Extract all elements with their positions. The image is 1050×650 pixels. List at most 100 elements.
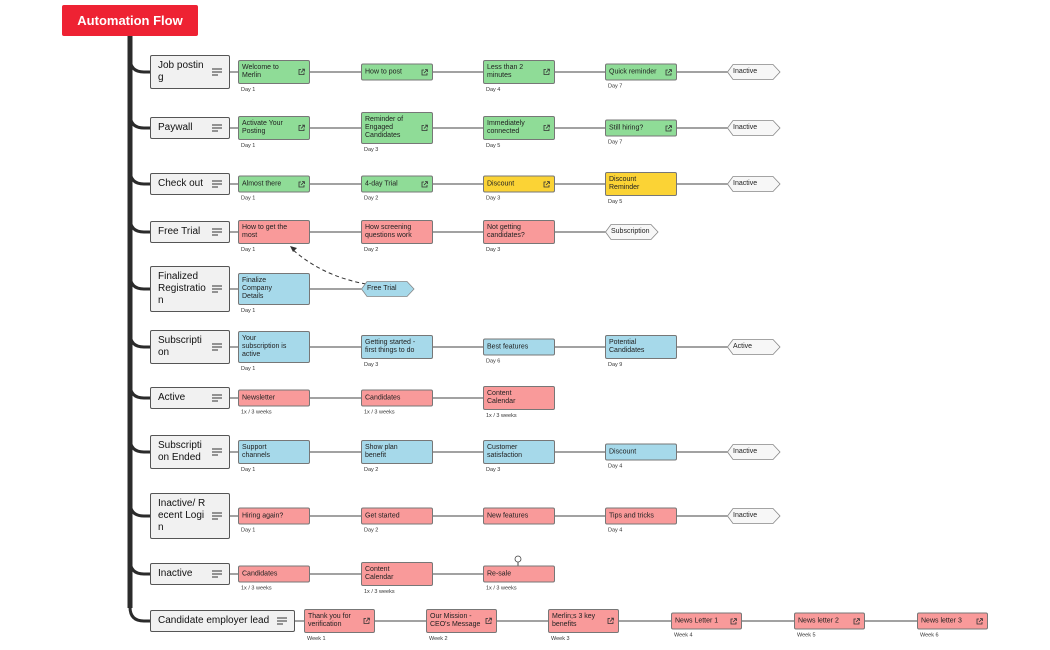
branch: [128, 217, 150, 234]
step-label: Less than 2 minutes: [487, 64, 524, 79]
icon-arrow: [365, 617, 370, 622]
end-tag-shape: [727, 508, 781, 524]
step-note: 1x / 3 weeks: [364, 409, 395, 416]
step-node: Welcome to Merlin Day 1: [238, 60, 310, 93]
menu-icon: [277, 617, 287, 625]
icon-box: [543, 181, 550, 187]
trigger-label: Inactive/ Recent Login: [158, 498, 206, 533]
icon-arrow: [978, 617, 983, 622]
menu-icon: [212, 180, 222, 188]
trigger-label: Active: [158, 392, 186, 403]
end-tag-shape: [727, 444, 781, 460]
step-node: How screening questions work Day 2: [361, 220, 433, 253]
step-note: 1x / 3 weeks: [364, 589, 395, 595]
branch: [128, 383, 150, 400]
trigger-label: Paywall: [158, 122, 193, 133]
step-note: Day 1: [241, 87, 256, 93]
end-tag-label: Subscription: [611, 228, 650, 235]
trigger-box: Active: [150, 387, 230, 409]
step-label: Candidates: [242, 570, 278, 577]
external-link-icon: [421, 68, 428, 75]
step-node: Finalize Company Details Day 1: [238, 273, 310, 314]
step-note: Week 1: [307, 636, 326, 642]
step-note: Day 4: [486, 87, 501, 93]
step-node: Newsletter 1x / 3 weeks: [238, 389, 310, 416]
step-label: Discount: [487, 180, 515, 187]
step-label: Your subscription is active: [242, 335, 287, 358]
end-tag: Inactive: [727, 176, 781, 192]
step-node: Our Mission - CEO's Message Week 2: [426, 609, 497, 642]
end-tag: Inactive: [727, 120, 781, 136]
step-note: Day 3: [486, 467, 501, 473]
step-label: Activate Your Posting: [242, 120, 283, 135]
step-label: Customer satisfaction: [487, 444, 523, 459]
trigger-label: Subscription: [158, 335, 202, 358]
end-tag: Inactive: [727, 508, 781, 524]
arrow-head: [290, 246, 297, 252]
branch: [128, 559, 150, 576]
step-node: Almost there Day 1: [238, 175, 310, 202]
icon-arrow: [300, 68, 305, 73]
trigger-box: Subscription: [150, 330, 230, 364]
pin-icon: [514, 555, 522, 563]
step-node: New features: [483, 507, 555, 525]
trigger-label: Free Trial: [158, 226, 201, 237]
end-tag-shape: [727, 176, 781, 192]
step-label: Almost there: [242, 180, 282, 187]
menu-icon: [212, 343, 222, 351]
step-node: Re-sale 1x / 3 weeks: [483, 565, 555, 592]
step-note: Day 7: [608, 83, 623, 90]
step-node: News letter 3 Week 6: [917, 612, 988, 639]
step-node: Discount Reminder Day 5: [605, 172, 677, 205]
step-note: Day 1: [241, 366, 256, 372]
icon-arrow: [300, 124, 305, 129]
icon-box: [607, 618, 614, 624]
external-link-icon: [363, 617, 370, 624]
step-note: Day 2: [364, 247, 379, 253]
menu-icon: [212, 448, 222, 456]
trigger-label: Candidate employer lead: [158, 615, 270, 626]
branch: [128, 57, 150, 74]
icon-box: [485, 618, 492, 624]
step-label: Immediately connected: [487, 120, 525, 135]
step-label: Re-sale: [487, 570, 512, 577]
step-node: Quick reminder Day 7: [605, 63, 677, 90]
icon-arrow: [545, 180, 550, 185]
icon-box: [853, 618, 860, 624]
step-note: Day 3: [364, 147, 379, 153]
step-note: Day 2: [364, 195, 379, 202]
step-label: News letter 2: [798, 617, 839, 624]
branch: [128, 113, 150, 130]
step-note: Day 1: [241, 308, 256, 314]
trigger-box: Paywall: [150, 117, 230, 139]
step-note: Week 4: [674, 632, 693, 639]
step-node: Content Calendar 1x / 3 weeks: [483, 386, 555, 419]
step-note: Day 4: [608, 527, 623, 534]
step-node: Best features Day 6: [483, 338, 555, 365]
trigger-label: Finalized Registration: [158, 271, 206, 306]
step-node: Reminder of Engaged Candidates Day 3: [361, 112, 433, 153]
step-node: Support channels Day 1: [238, 440, 310, 473]
branch: [128, 274, 150, 291]
step-node: Candidates 1x / 3 weeks: [361, 389, 433, 416]
end-tag-outline: [605, 224, 659, 240]
step-label: Getting started - first things to do: [365, 339, 416, 354]
step-node: News letter 2 Week 5: [794, 612, 865, 639]
step-node: Discount Day 3: [483, 175, 555, 202]
step-label: Tips and tricks: [609, 512, 654, 519]
end-tag: Inactive: [727, 64, 781, 80]
icon-arrow: [545, 68, 550, 73]
step-note: Day 3: [486, 247, 501, 253]
step-node: Hiring again? Day 1: [238, 507, 310, 534]
trigger-box: Job posting: [150, 55, 230, 89]
external-link-icon: [298, 124, 305, 131]
step-note: Day 1: [241, 195, 256, 202]
trigger-box: Inactive: [150, 563, 230, 585]
step-label: 4-day Trial: [365, 180, 398, 187]
external-link-icon: [665, 124, 672, 131]
step-label: Welcome to Merlin: [242, 64, 279, 79]
end-tag-shape: [727, 120, 781, 136]
end-tag-outline: [727, 508, 781, 524]
end-tag-shape: [727, 64, 781, 80]
